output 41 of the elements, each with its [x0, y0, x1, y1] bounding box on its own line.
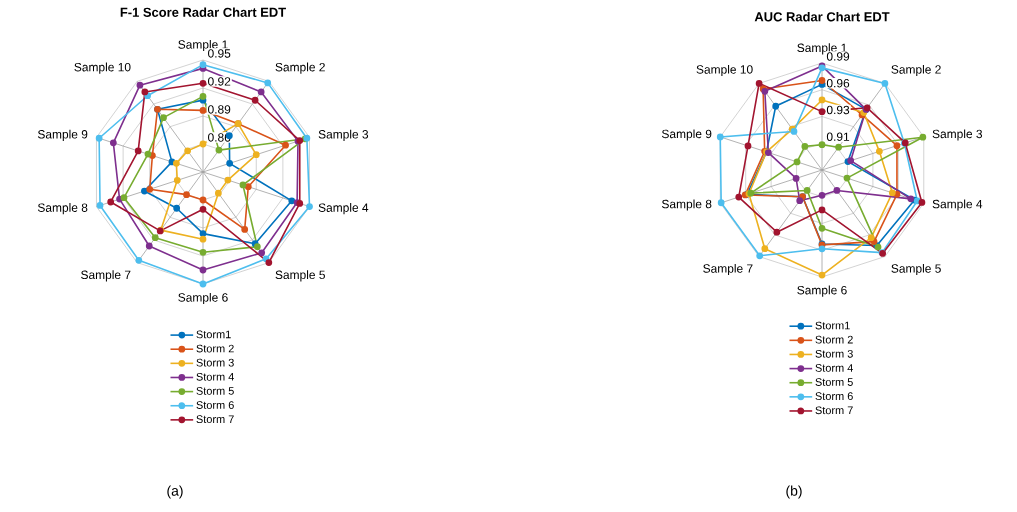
- legend-label: Storm1: [196, 330, 231, 339]
- spoke-label: Sample 4: [318, 203, 369, 215]
- legend-label: Storm 6: [815, 392, 853, 401]
- text: (b): [786, 485, 802, 499]
- legend-label: Storm 5: [196, 387, 234, 395]
- spoke-label: Sample 3: [318, 129, 369, 141]
- legend-label: Storm 4: [815, 364, 853, 372]
- spoke-label: Sample 7: [81, 270, 131, 282]
- y-tick-label: 0.89: [208, 105, 231, 114]
- spoke-label: Sample 8: [37, 203, 88, 215]
- chart-title: AUC Radar Chart EDT: [754, 11, 890, 22]
- y-tick-label: 0.92: [208, 77, 231, 86]
- spoke-label: Sample 2: [275, 62, 325, 74]
- spoke-label: Sample 6: [797, 285, 847, 297]
- legend-label: Storm 5: [815, 378, 853, 386]
- legend-label: Storm1: [815, 321, 850, 330]
- spoke-label: Sample 10: [696, 64, 753, 77]
- spoke-label: Sample 9: [37, 129, 88, 141]
- legend-label: Storm 2: [815, 335, 853, 344]
- legend-label: Storm 3: [815, 349, 853, 358]
- legend-label: Storm 7: [196, 415, 234, 424]
- chart-title: F-1 Score Radar Chart EDT: [120, 7, 286, 17]
- spoke-label: Sample 3: [932, 129, 983, 141]
- spoke-label: Sample 8: [661, 199, 712, 211]
- text: (a): [167, 485, 183, 499]
- spoke-label: Sample 2: [891, 64, 941, 77]
- spoke-label: Sample 7: [703, 263, 753, 276]
- legend-label: Storm 7: [815, 406, 853, 415]
- legend-label: Storm 4: [196, 372, 234, 381]
- legend-label: Storm 6: [196, 401, 234, 409]
- y-tick-label: 0.96: [826, 79, 850, 88]
- spoke-label: Sample 10: [74, 62, 131, 74]
- legend-label: Storm 2: [196, 344, 234, 353]
- legend-label: Storm 3: [196, 358, 234, 367]
- spoke-label: Sample 4: [932, 199, 983, 211]
- spoke-label: Sample 9: [661, 129, 712, 141]
- spoke-label: Sample 5: [891, 263, 941, 276]
- spoke-label: Sample 6: [178, 292, 228, 305]
- spoke-label: Sample 5: [275, 270, 325, 282]
- y-tick-label: 0.93: [826, 105, 850, 115]
- y-tick-label: 0.91: [826, 132, 850, 141]
